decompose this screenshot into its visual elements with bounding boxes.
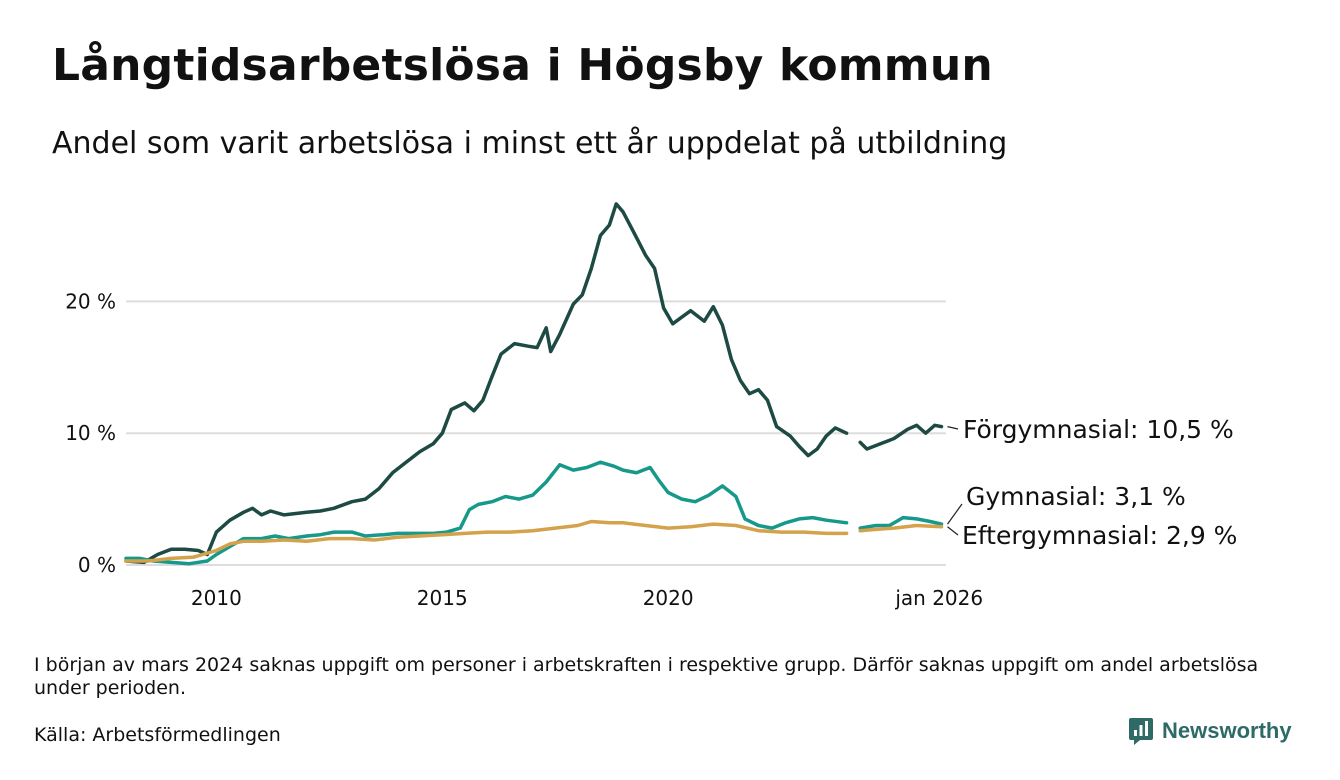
source-credit: Källa: Arbetsförmedlingen [34, 724, 281, 746]
leader-line-forgymnasial [947, 426, 959, 430]
chart-title: Långtidsarbetslösa i Högsby kommun [52, 40, 993, 91]
series-lines [124, 202, 944, 566]
chart-subtitle: Andel som varit arbetslösa i minst ett å… [52, 126, 1008, 161]
x-tick-label: 2015 [417, 586, 468, 610]
brand-logo: Newsworthy [1128, 716, 1292, 746]
series-line-eftergymnasial-2 [858, 523, 944, 533]
bar-chart-logo-icon [1129, 718, 1153, 745]
series-line-eftergymnasial-1 [124, 519, 849, 563]
series-line-gymnasial-1 [124, 460, 849, 566]
end-label-forgymnasial: Förgymnasial: 10,5 % [963, 415, 1234, 444]
series-line-forgymnasial-2 [858, 423, 944, 451]
footnote: I början av mars 2024 saknas uppgift om … [34, 654, 1259, 699]
leader-line-eftergymnasial [947, 526, 959, 536]
leader-line-gymnasial [946, 503, 963, 525]
line-chart: 0 % 10 % 20 % 2010 2015 2020 jan 2026 Förgymn… [65, 202, 1237, 610]
series-line-forgymnasial-1 [124, 202, 849, 565]
y-tick-label: 0 % [78, 553, 116, 577]
x-tick-label: 2020 [643, 586, 694, 610]
end-label-eftergymnasial: Eftergymnasial: 2,9 % [962, 521, 1237, 550]
y-tick-label: 20 % [65, 289, 116, 313]
y-axis: 0 % 10 % 20 % [65, 289, 116, 577]
grid-lines [126, 300, 946, 566]
x-tick-label: 2010 [191, 586, 242, 610]
x-tick-label: jan 2026 [894, 586, 983, 610]
end-label-gymnasial: Gymnasial: 3,1 % [966, 482, 1186, 511]
series-end-labels: Förgymnasial: 10,5 % Gymnasial: 3,1 % Efte… [946, 415, 1237, 550]
y-tick-label: 10 % [65, 421, 116, 445]
brand-name: Newsworthy [1162, 718, 1292, 743]
series-line-gymnasial-2 [858, 515, 944, 530]
x-axis: 2010 2015 2020 jan 2026 [191, 586, 983, 610]
